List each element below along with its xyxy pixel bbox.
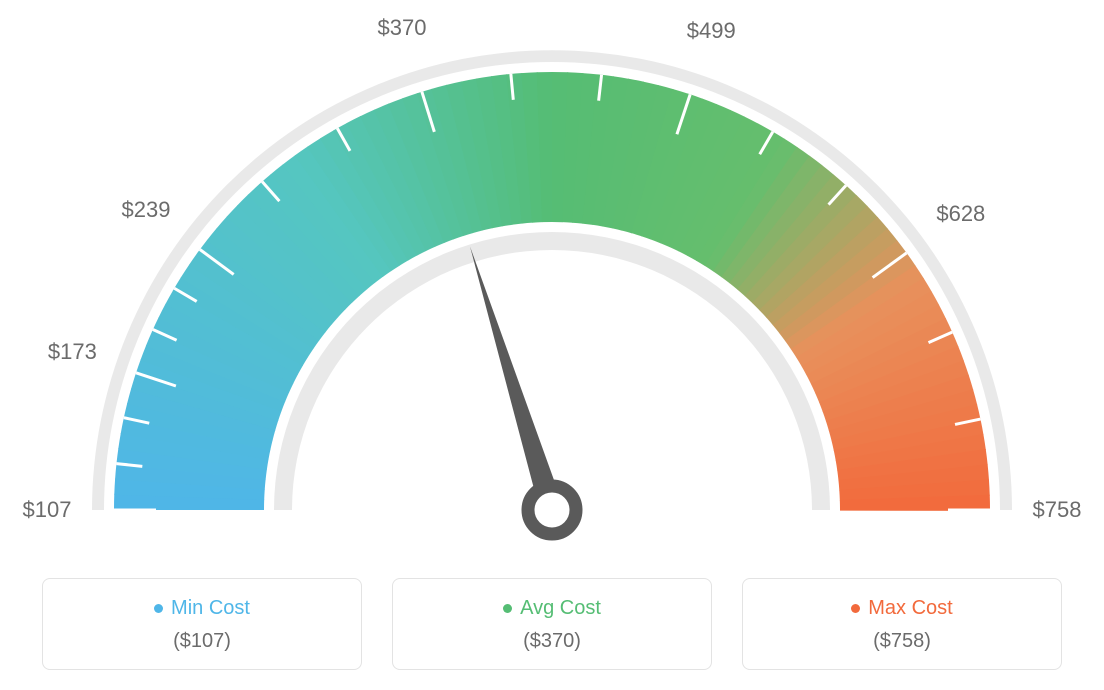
legend-title: Max Cost <box>851 597 952 620</box>
gauge-tick-label: $758 <box>1033 497 1082 523</box>
legend-row: Min Cost ($107) Avg Cost ($370) Max Cost ($75… <box>0 578 1104 670</box>
legend-dot-icon <box>503 604 512 613</box>
legend-title-text: Min Cost <box>171 597 250 620</box>
legend-card: Min Cost ($107) <box>42 578 362 670</box>
legend-title: Avg Cost <box>503 597 601 620</box>
legend-value: ($758) <box>753 630 1051 653</box>
legend-title: Min Cost <box>154 597 250 620</box>
legend-dot-icon <box>851 604 860 613</box>
gauge-svg <box>0 0 1104 560</box>
legend-value: ($107) <box>53 630 351 653</box>
gauge-tick-label: $239 <box>122 197 171 223</box>
gauge-chart: $107 $173 $239 $370 $499 $628 $758 <box>0 0 1104 540</box>
gauge-tick-label: $107 <box>23 497 72 523</box>
legend-card: Max Cost ($758) <box>742 578 1062 670</box>
legend-value: ($370) <box>403 630 701 653</box>
gauge-tick-label: $628 <box>936 201 985 227</box>
legend-card: Avg Cost ($370) <box>392 578 712 670</box>
gauge-tick-label: $370 <box>378 15 427 41</box>
legend-title-text: Max Cost <box>868 597 952 620</box>
gauge-tick-label: $173 <box>48 339 97 365</box>
gauge-needle-hub <box>528 486 576 534</box>
gauge-needle <box>470 246 563 513</box>
legend-dot-icon <box>154 604 163 613</box>
gauge-tick-label: $499 <box>687 18 736 44</box>
legend-title-text: Avg Cost <box>520 597 601 620</box>
